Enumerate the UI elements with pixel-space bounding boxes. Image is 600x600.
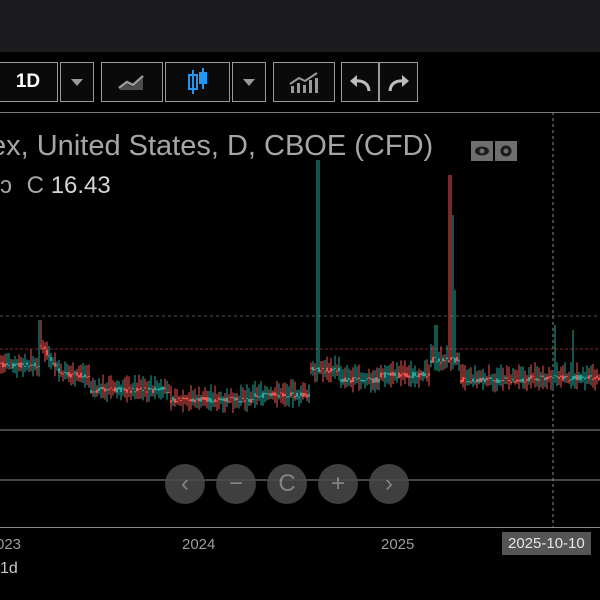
close-price-row: ɔ C 16.43 bbox=[0, 172, 111, 200]
top-bar bbox=[0, 0, 600, 52]
zoom-out-button[interactable]: − bbox=[216, 464, 256, 504]
line-chart-button[interactable] bbox=[101, 62, 163, 102]
interval-dropdown[interactable] bbox=[60, 62, 94, 102]
close-label: C bbox=[26, 172, 45, 199]
reset-chart-button[interactable]: C bbox=[267, 464, 307, 504]
x-tick-label: 2024 bbox=[182, 536, 216, 553]
candlestick-icon bbox=[187, 68, 207, 94]
range-button[interactable]: 1d bbox=[0, 560, 600, 600]
scroll-right-button[interactable]: › bbox=[369, 464, 409, 504]
crosshair-date-label: 2025-10-10 bbox=[502, 532, 591, 555]
line-chart-icon bbox=[118, 75, 144, 90]
interval-button[interactable]: 1D bbox=[0, 62, 58, 102]
gear-icon[interactable] bbox=[495, 141, 517, 161]
indicators-icon bbox=[289, 72, 318, 93]
x-tick-label: 2025 bbox=[381, 536, 415, 553]
candlestick-button[interactable] bbox=[165, 62, 230, 102]
eye-icon[interactable] bbox=[471, 141, 493, 161]
close-value: 16.43 bbox=[50, 172, 111, 199]
undo-button[interactable] bbox=[341, 62, 379, 102]
redo-icon bbox=[388, 75, 409, 92]
time-axis[interactable] bbox=[0, 527, 600, 561]
redo-button[interactable] bbox=[379, 62, 418, 102]
x-tick-label: 023 bbox=[0, 536, 22, 553]
symbol-title: ex, United States, D, CBOE (CFD) bbox=[0, 130, 434, 162]
zoom-in-button[interactable]: + bbox=[318, 464, 358, 504]
chart-type-dropdown[interactable] bbox=[232, 62, 266, 102]
undo-icon bbox=[350, 75, 371, 92]
indicators-button[interactable] bbox=[273, 62, 335, 102]
scroll-left-button[interactable]: ‹ bbox=[165, 464, 205, 504]
close-prefix: ɔ bbox=[0, 172, 12, 199]
